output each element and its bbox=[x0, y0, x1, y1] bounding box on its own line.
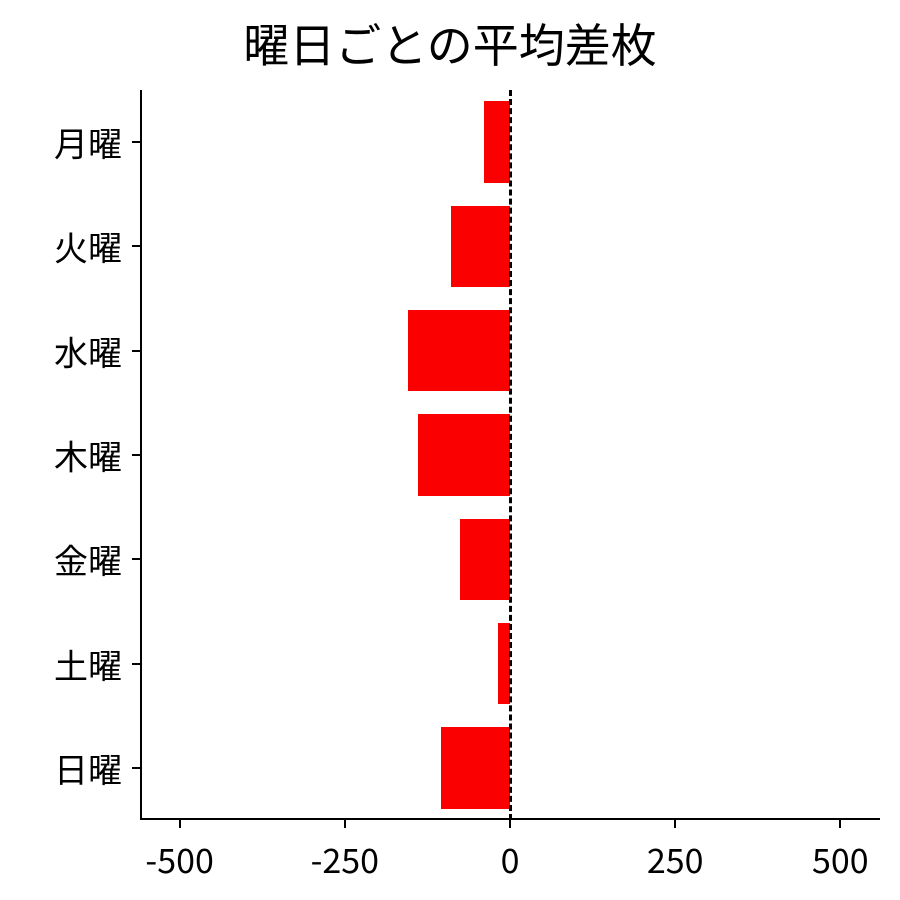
plot-area: -500-2500250500月曜火曜水曜木曜金曜土曜日曜 bbox=[140, 90, 880, 820]
y-tick-label: 火曜 bbox=[2, 222, 122, 271]
y-tick-label: 土曜 bbox=[2, 639, 122, 688]
x-tick-label: -250 bbox=[311, 834, 379, 883]
bar bbox=[460, 519, 510, 600]
x-tick bbox=[674, 820, 676, 828]
x-tick-label: 0 bbox=[501, 834, 520, 883]
y-tick bbox=[132, 350, 140, 352]
x-tick bbox=[839, 820, 841, 828]
y-tick bbox=[132, 245, 140, 247]
x-tick bbox=[179, 820, 181, 828]
x-tick-label: 500 bbox=[812, 834, 869, 883]
bar bbox=[408, 310, 510, 391]
y-tick-label: 木曜 bbox=[2, 431, 122, 480]
y-tick-label: 月曜 bbox=[2, 118, 122, 167]
x-tick bbox=[344, 820, 346, 828]
y-tick bbox=[132, 663, 140, 665]
y-tick bbox=[132, 767, 140, 769]
chart-container: 曜日ごとの平均差枚 -500-2500250500月曜火曜水曜木曜金曜土曜日曜 bbox=[0, 0, 900, 900]
x-tick-label: -500 bbox=[145, 834, 213, 883]
y-tick bbox=[132, 558, 140, 560]
y-tick-label: 金曜 bbox=[2, 535, 122, 584]
x-tick-label: 250 bbox=[647, 834, 704, 883]
y-tick bbox=[132, 141, 140, 143]
y-axis-line bbox=[140, 90, 142, 820]
y-tick-label: 日曜 bbox=[2, 743, 122, 792]
bar bbox=[484, 101, 510, 182]
chart-title: 曜日ごとの平均差枚 bbox=[0, 10, 900, 76]
x-tick bbox=[509, 820, 511, 828]
zero-reference-line bbox=[509, 90, 512, 820]
bar bbox=[418, 414, 511, 495]
bar bbox=[451, 206, 510, 287]
y-tick bbox=[132, 454, 140, 456]
y-tick-label: 水曜 bbox=[2, 326, 122, 375]
bar bbox=[441, 727, 510, 808]
